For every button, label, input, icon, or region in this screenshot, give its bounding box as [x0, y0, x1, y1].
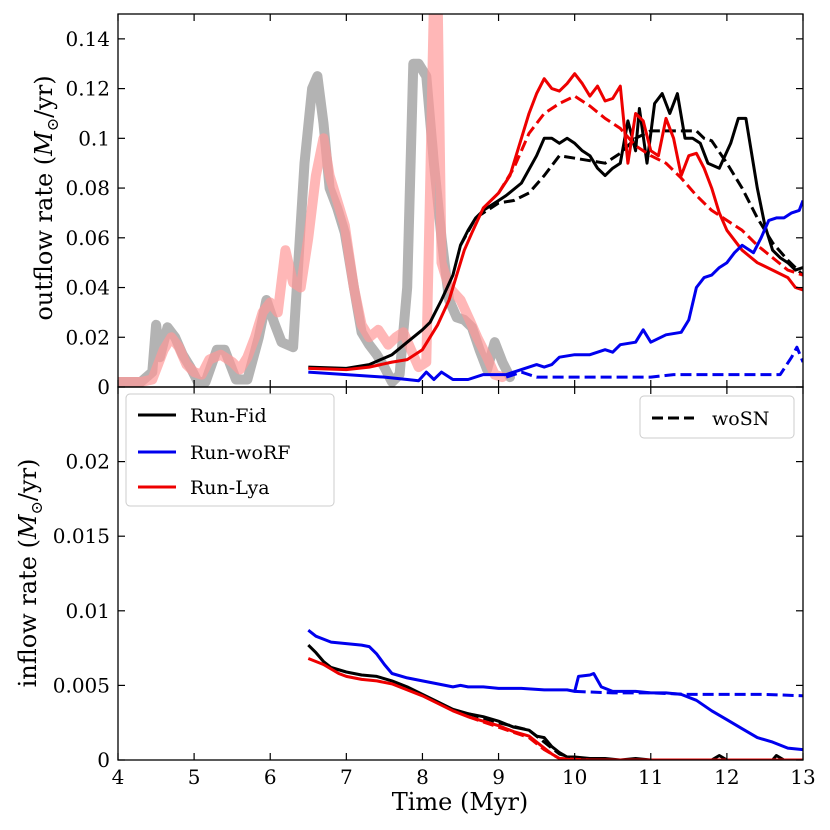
inflow-ytick-label: 0.005 — [53, 673, 110, 697]
xtick-label: 6 — [264, 765, 277, 789]
outflow-ytick-label: 0.08 — [65, 176, 110, 200]
outflow-y-axis-label: outflow rate (M⊙/yr) — [30, 75, 62, 320]
inflow-series-run-lya-wosn — [467, 715, 803, 760]
xtick-label: 11 — [638, 765, 663, 789]
outflow-series-run-lya-background — [118, 14, 508, 387]
outflow-series-run-fid-wosn — [459, 129, 803, 277]
legend-runs-box — [125, 393, 335, 507]
legend-label-wosn: woSN — [712, 408, 769, 430]
outflow-ytick-label: 0.12 — [65, 77, 110, 101]
inflow-ytick-label: 0 — [97, 748, 110, 772]
xtick-label: 4 — [112, 765, 125, 789]
outflow-series-run-fid — [308, 92, 803, 370]
xtick-label: 7 — [340, 765, 353, 789]
x-axis-label: Time (Myr) — [392, 788, 529, 816]
inflow-series-run-worf-wosn — [574, 689, 803, 698]
xtick-label: 8 — [416, 765, 429, 789]
outflow-series-run-lya-wosn — [497, 94, 803, 277]
legend-label-run-fid: Run-Fid — [190, 405, 267, 427]
outflow-ytick-label: 0 — [97, 375, 110, 399]
inflow-panel: 0 0.005 0.01 0.015 0.02 4 5 6 7 8 9 10 11 12 13 — [53, 386, 816, 789]
outflow-ytick-label: 0.02 — [65, 325, 110, 349]
inflow-series-group — [307, 629, 803, 760]
legend-style: woSN — [639, 395, 795, 439]
outflow-ytick-label: 0.1 — [78, 126, 110, 150]
inflow-y-axis-label: inflow rate (M⊙/yr) — [14, 459, 46, 688]
xtick-label: 13 — [790, 765, 815, 789]
outflow-ytick-label: 0.06 — [65, 226, 110, 250]
inflow-plot-frame — [117, 386, 804, 761]
inflow-series-run-worf — [307, 629, 803, 752]
inflow-series-run-lya — [307, 657, 803, 760]
outflow-series-run-worf-wosn — [505, 345, 803, 379]
inflow-series-run-fid — [307, 644, 803, 760]
legend-label-run-worf: Run-woRF — [190, 442, 290, 464]
outflow-panel: 0 0.02 0.04 0.06 0.08 0.1 0.12 0.14 — [65, 13, 804, 399]
outflow-ytick-label: 0.04 — [65, 276, 110, 300]
outflow-series-group — [118, 14, 803, 387]
outflow-series-run-worf — [308, 199, 803, 383]
inflow-ytick-label: 0.01 — [65, 599, 110, 623]
xtick-label: 12 — [714, 765, 739, 789]
inflow-ticks: 0 0.005 0.01 0.015 0.02 4 5 6 7 8 9 10 11 12 13 — [53, 387, 816, 789]
outflow-ytick-label: 0.14 — [65, 27, 110, 51]
inflow-ytick-label: 0.02 — [65, 450, 110, 474]
outflow-ticks: 0 0.02 0.04 0.06 0.08 0.1 0.12 0.14 — [65, 14, 804, 399]
outflow-series-run-lya — [308, 72, 803, 372]
legend-runs: Run-Fid Run-woRF Run-Lya — [125, 393, 335, 507]
legend-label-run-lya: Run-Lya — [190, 477, 270, 499]
legend-style-box — [639, 395, 795, 439]
xtick-label: 9 — [492, 765, 505, 789]
xtick-label: 10 — [562, 765, 587, 789]
inflow-ytick-label: 0.015 — [53, 524, 110, 548]
xtick-label: 5 — [188, 765, 201, 789]
